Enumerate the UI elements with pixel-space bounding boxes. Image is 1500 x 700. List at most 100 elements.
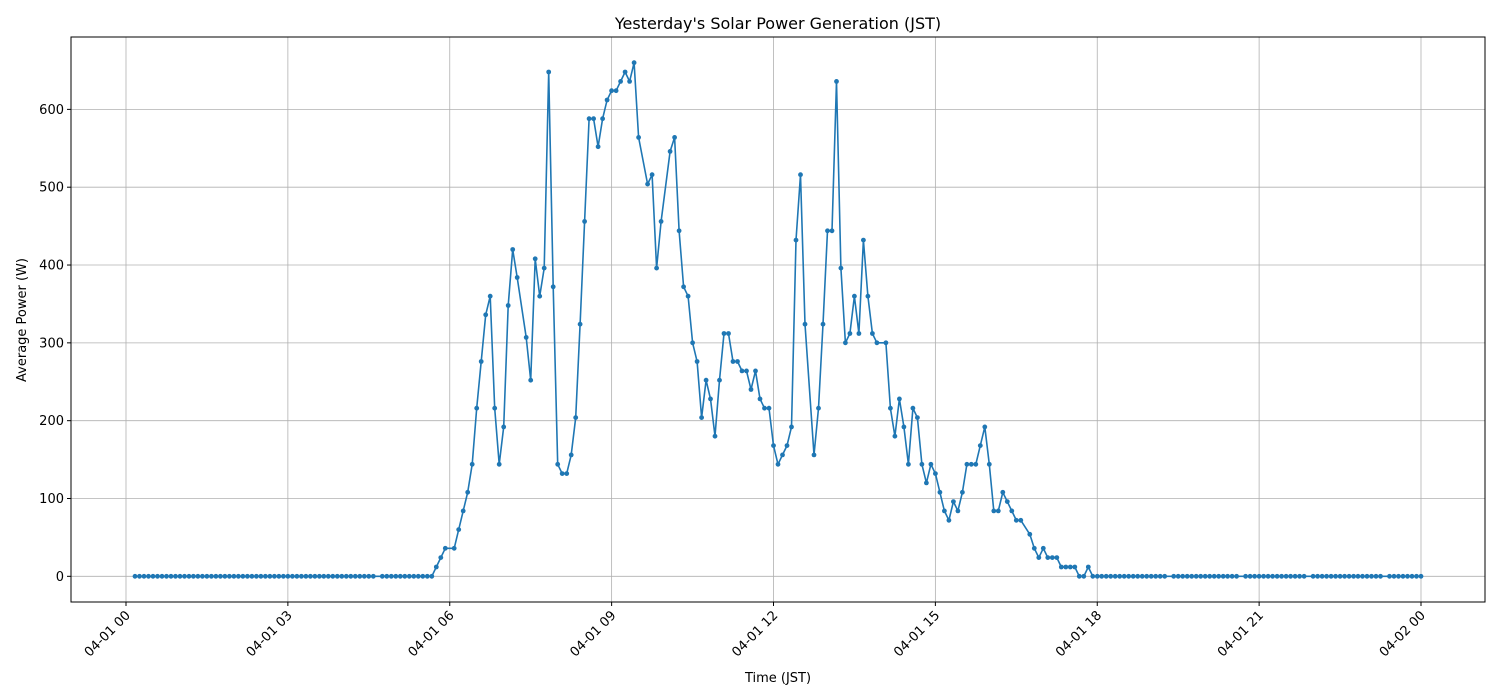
data-point [1139, 573, 1145, 579]
data-point [1301, 573, 1307, 579]
data-point [460, 508, 466, 514]
data-point [1162, 573, 1168, 579]
data-point [933, 471, 938, 476]
data-point [218, 573, 223, 579]
data-point [892, 433, 898, 439]
data-point [757, 396, 763, 402]
data-point [1283, 573, 1289, 579]
data-point [1247, 573, 1253, 579]
data-point [191, 573, 196, 579]
data-point [717, 377, 722, 383]
x-axis-label: Time (JST) [744, 671, 811, 686]
data-point [501, 424, 507, 430]
data-point [1324, 573, 1329, 579]
data-point [456, 527, 462, 532]
data-point [388, 573, 394, 579]
data-point [1310, 573, 1316, 579]
data-point [1103, 573, 1109, 579]
data-point [1171, 573, 1177, 579]
data-point [654, 265, 659, 271]
data-point [1153, 573, 1159, 579]
data-point [1355, 573, 1361, 579]
data-point [267, 573, 273, 579]
data-point [1031, 545, 1037, 551]
data-point [1292, 573, 1298, 579]
data-point [420, 573, 426, 579]
data-point [649, 172, 655, 178]
data-point [537, 293, 543, 299]
data-point [685, 293, 691, 299]
data-point [1225, 573, 1230, 579]
y-tick-label: 400 [39, 259, 64, 274]
data-point [582, 219, 587, 224]
data-point [245, 573, 250, 579]
data-point [1090, 573, 1096, 579]
data-point [276, 573, 282, 579]
data-point [595, 144, 601, 150]
data-point [1076, 573, 1082, 579]
data-point [995, 508, 1001, 514]
data-point [627, 79, 632, 84]
data-point [739, 368, 745, 374]
data-point [1117, 573, 1123, 579]
data-point [1135, 573, 1141, 579]
data-point [1054, 555, 1060, 560]
data-point [793, 237, 799, 243]
data-point [712, 433, 718, 439]
data-point [1256, 573, 1262, 579]
data-point [1175, 573, 1181, 579]
data-point [555, 461, 561, 467]
data-point [1378, 573, 1383, 579]
data-point [960, 489, 965, 495]
data-point [334, 573, 340, 579]
data-point [496, 461, 502, 467]
data-point [236, 573, 241, 579]
data-point [577, 321, 583, 327]
data-point [209, 573, 214, 579]
data-point [802, 321, 808, 327]
data-point [681, 284, 686, 290]
data-point [865, 293, 871, 299]
data-point [856, 331, 862, 336]
data-point [1027, 531, 1033, 537]
data-point [213, 573, 219, 579]
data-point [528, 377, 534, 383]
data-point [1045, 555, 1051, 560]
data-point [834, 79, 839, 84]
x-tick-label: 04-01 00 [82, 608, 134, 660]
data-point [1193, 573, 1199, 579]
data-point [586, 116, 592, 122]
data-point [384, 573, 390, 579]
data-point [137, 573, 142, 579]
data-point [798, 172, 803, 178]
data-point [1409, 573, 1415, 579]
data-point [838, 265, 844, 271]
data-point [379, 573, 385, 579]
data-point [1112, 573, 1118, 579]
data-point [263, 573, 268, 579]
data-point [366, 573, 372, 579]
x-tick-label: 04-01 06 [406, 608, 458, 660]
data-point [411, 573, 417, 579]
x-tick-label: 04-01 12 [729, 608, 781, 660]
data-point [1108, 573, 1114, 579]
data-point [281, 573, 286, 579]
data-point [690, 340, 695, 346]
data-point [487, 293, 493, 299]
data-point [699, 415, 704, 420]
data-point [1018, 517, 1024, 523]
data-point [559, 471, 565, 476]
data-point [146, 573, 151, 579]
data-point [348, 573, 354, 579]
data-point [703, 377, 709, 383]
data-point [352, 573, 358, 579]
data-point [1184, 573, 1190, 579]
data-point [1229, 573, 1235, 579]
data-point [1013, 517, 1019, 523]
y-tick-label: 100 [39, 492, 64, 507]
data-point [1414, 573, 1419, 579]
data-point [1216, 573, 1222, 579]
data-point [474, 405, 480, 411]
data-point [469, 461, 475, 467]
data-point [667, 149, 673, 154]
